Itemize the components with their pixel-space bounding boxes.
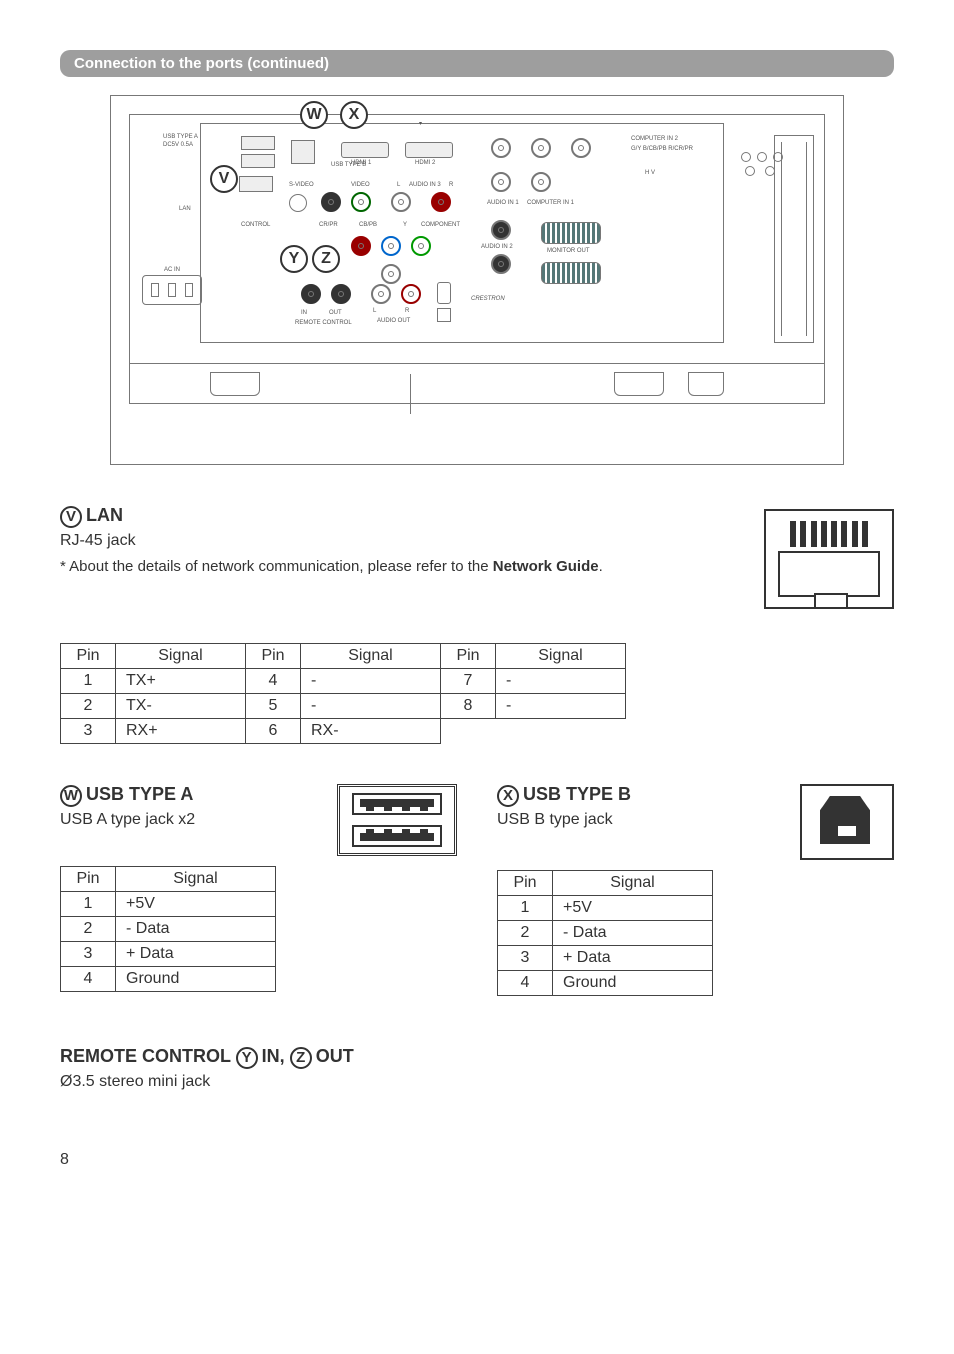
- rj45-icon: [764, 509, 894, 609]
- section-header: Connection to the ports (continued): [60, 50, 894, 77]
- label-v-inline: V: [60, 506, 82, 528]
- label-z-inline: Z: [290, 1047, 312, 1069]
- label-z: Z: [312, 245, 340, 273]
- usb-b-heading: XUSB TYPE B: [497, 784, 780, 807]
- page-number: 8: [60, 1151, 894, 1169]
- remote-sub: Ø3.5 stereo mini jack: [60, 1073, 894, 1091]
- lan-title: LAN: [86, 505, 123, 525]
- usb-b-sub: USB B type jack: [497, 811, 780, 829]
- lan-sub: RJ-45 jack: [60, 532, 744, 550]
- usb-a-heading: WUSB TYPE A: [60, 784, 317, 807]
- label-x-inline: X: [497, 785, 519, 807]
- usb-a-icon: [337, 784, 457, 856]
- usb-b-table: PinSignal 1+5V 2- Data 3+ Data 4Ground: [497, 870, 713, 996]
- usb-b-icon: [800, 784, 894, 860]
- ports-diagram: W X V Y Z USB TYPE A DC5V 0.5A LAN USB T…: [110, 95, 844, 465]
- usb-a-table: PinSignal 1+5V 2- Data 3+ Data 4Ground: [60, 866, 276, 992]
- label-w-inline: W: [60, 785, 82, 807]
- usb-a-title: USB TYPE A: [86, 784, 193, 804]
- lan-heading: VLAN: [60, 505, 744, 528]
- lan-table: Pin Signal Pin Signal Pin Signal 1TX+4-7…: [60, 643, 626, 744]
- label-y-inline: Y: [236, 1047, 258, 1069]
- label-y: Y: [280, 245, 308, 273]
- usb-b-title: USB TYPE B: [523, 784, 631, 804]
- lan-note: * About the details of network communica…: [60, 556, 744, 577]
- remote-heading: REMOTE CONTROL YIN, ZOUT: [60, 1046, 894, 1069]
- label-v: V: [210, 165, 238, 193]
- label-x: X: [340, 101, 368, 129]
- usb-a-sub: USB A type jack x2: [60, 811, 317, 829]
- label-w: W: [300, 101, 328, 129]
